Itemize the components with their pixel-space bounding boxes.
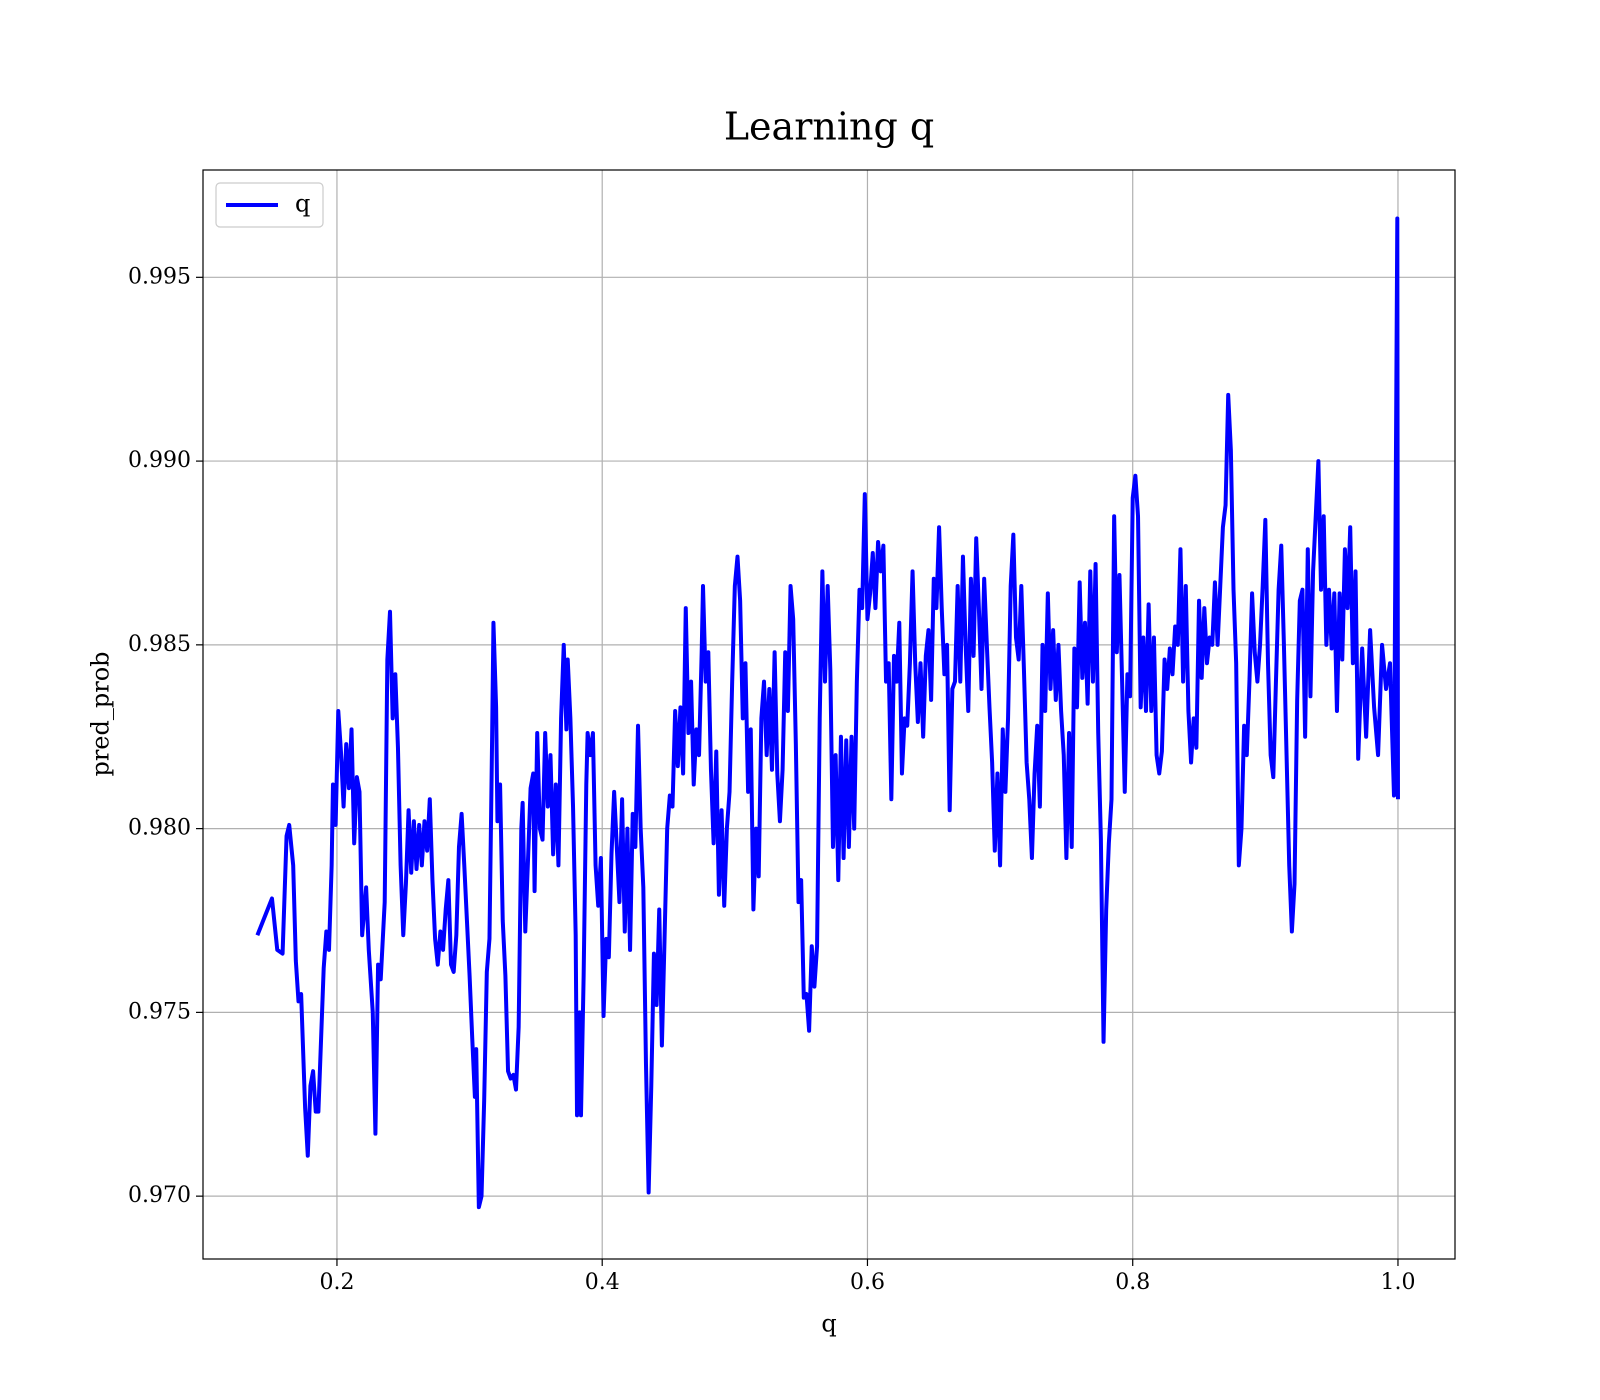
x-tick-label: 1.0 <box>1380 1270 1415 1295</box>
x-axis-label: q <box>821 1310 836 1338</box>
plot-frame <box>202 169 1456 1260</box>
y-tick-label: 0.980 <box>128 816 191 841</box>
x-tick-label: 0.6 <box>850 1270 885 1295</box>
y-tick-label: 0.985 <box>128 632 191 657</box>
x-tick-label: 0.8 <box>1115 1270 1150 1295</box>
y-axis-label: pred_prob <box>87 651 115 776</box>
data-line <box>255 216 1400 1210</box>
y-tick-label: 0.975 <box>128 999 191 1024</box>
y-tick-label: 0.970 <box>128 1183 191 1208</box>
y-tick-label: 0.995 <box>128 264 191 289</box>
chart-title: Learning q <box>724 105 934 149</box>
legend-label: q <box>295 190 310 218</box>
x-tick-label: 0.4 <box>585 1270 620 1295</box>
y-tick-label: 0.990 <box>128 448 191 473</box>
x-tick-label: 0.2 <box>319 1270 354 1295</box>
